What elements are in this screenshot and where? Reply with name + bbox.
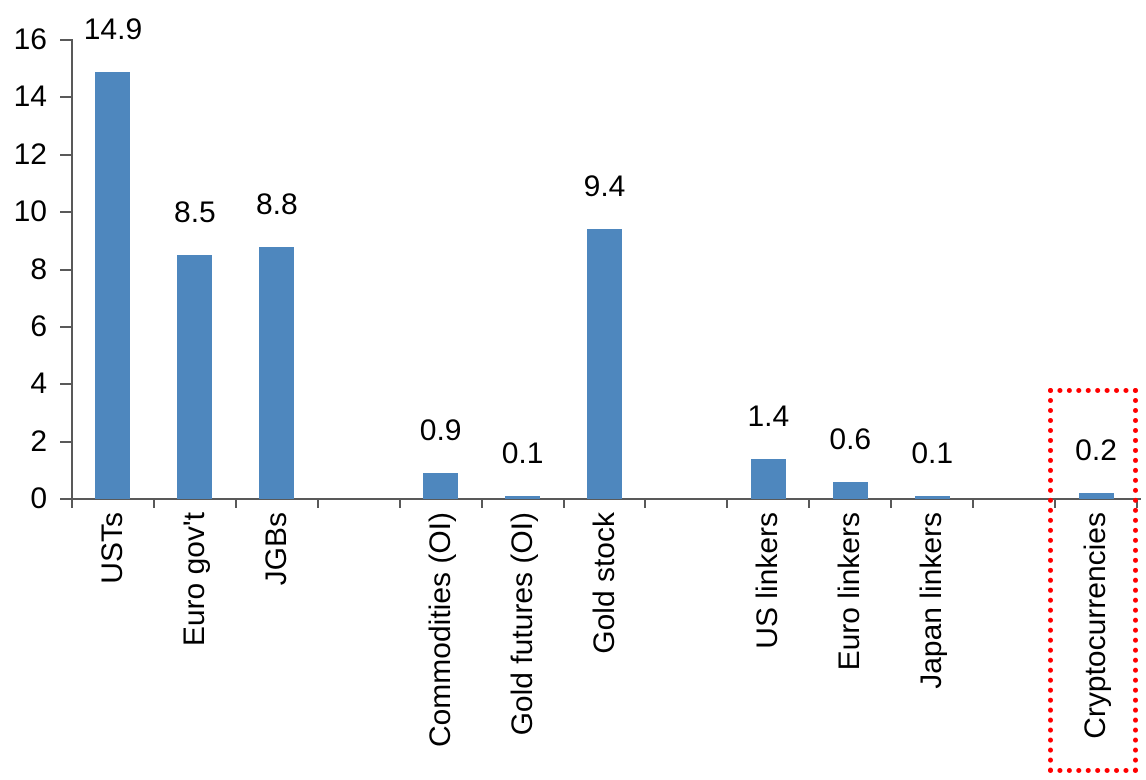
x-axis-tick — [890, 499, 893, 508]
category-label: USTs — [95, 512, 129, 584]
y-axis-tick-label: 14 — [13, 80, 47, 114]
y-axis-tick — [60, 383, 72, 386]
bar — [914, 496, 950, 499]
x-axis-tick — [562, 499, 565, 508]
x-axis-tick — [234, 499, 237, 508]
x-axis-tick — [1054, 499, 1057, 508]
category-label: Commodities (OI) — [423, 512, 457, 748]
y-axis-tick — [60, 325, 72, 328]
y-axis-tick-label: 0 — [30, 482, 47, 515]
bar-value-label: 0.1 — [911, 437, 954, 471]
bar — [95, 71, 131, 499]
category-label: Euro gov't — [177, 512, 211, 647]
y-axis-tick — [60, 268, 72, 271]
bar-value-label: 8.5 — [174, 196, 216, 230]
y-axis-tick — [60, 211, 72, 214]
x-axis-line — [71, 498, 1141, 500]
category-label: US linkers — [751, 512, 785, 649]
bar-value-label: 8.8 — [255, 187, 298, 221]
bar — [750, 458, 786, 499]
y-axis-tick-label: 6 — [30, 309, 47, 343]
bar — [587, 229, 622, 499]
category-label: Japan linkers — [915, 512, 949, 689]
y-axis-tick — [60, 39, 72, 41]
y-axis-tick — [60, 440, 72, 443]
bar-value-label: 1.4 — [747, 399, 790, 433]
bar — [423, 473, 459, 499]
x-axis-tick — [398, 499, 401, 508]
y-axis-tick-label: 8 — [30, 252, 47, 286]
bar-value-label: 0.2 — [1075, 434, 1117, 468]
bar-value-label: 14.9 — [83, 12, 143, 46]
category-label: Euro linkers — [833, 512, 867, 671]
category-label: Gold futures (OI) — [505, 512, 539, 736]
y-axis-tick — [60, 96, 72, 99]
y-axis-tick-label: 16 — [13, 23, 47, 56]
x-axis-tick — [808, 499, 811, 508]
y-axis-line — [71, 39, 73, 500]
x-axis-tick — [71, 499, 73, 508]
x-axis-tick — [644, 499, 647, 508]
y-axis-tick-label: 12 — [13, 137, 47, 171]
bar-value-label: 9.4 — [583, 170, 626, 204]
bar — [1078, 493, 1114, 499]
bar-value-label: 0.6 — [829, 422, 872, 456]
highlight-box — [1048, 388, 1138, 773]
x-axis-tick — [316, 499, 319, 508]
x-axis-tick — [972, 499, 975, 508]
y-axis-tick — [60, 153, 72, 156]
y-axis-tick-label: 2 — [30, 424, 47, 458]
category-label: JGBs — [259, 512, 293, 586]
bar-value-label: 0.1 — [501, 437, 544, 471]
y-axis-tick — [60, 498, 72, 500]
bar-value-label: 0.9 — [419, 414, 462, 448]
bar — [832, 481, 868, 499]
y-axis-tick-label: 4 — [30, 367, 47, 401]
x-axis-tick — [152, 499, 155, 508]
y-axis-tick-label: 10 — [13, 195, 47, 229]
category-label: Gold stock — [587, 512, 621, 654]
x-axis-tick — [726, 499, 729, 508]
x-axis-tick — [480, 499, 483, 508]
bar — [177, 255, 213, 499]
bar — [505, 496, 541, 499]
bar — [259, 246, 295, 499]
